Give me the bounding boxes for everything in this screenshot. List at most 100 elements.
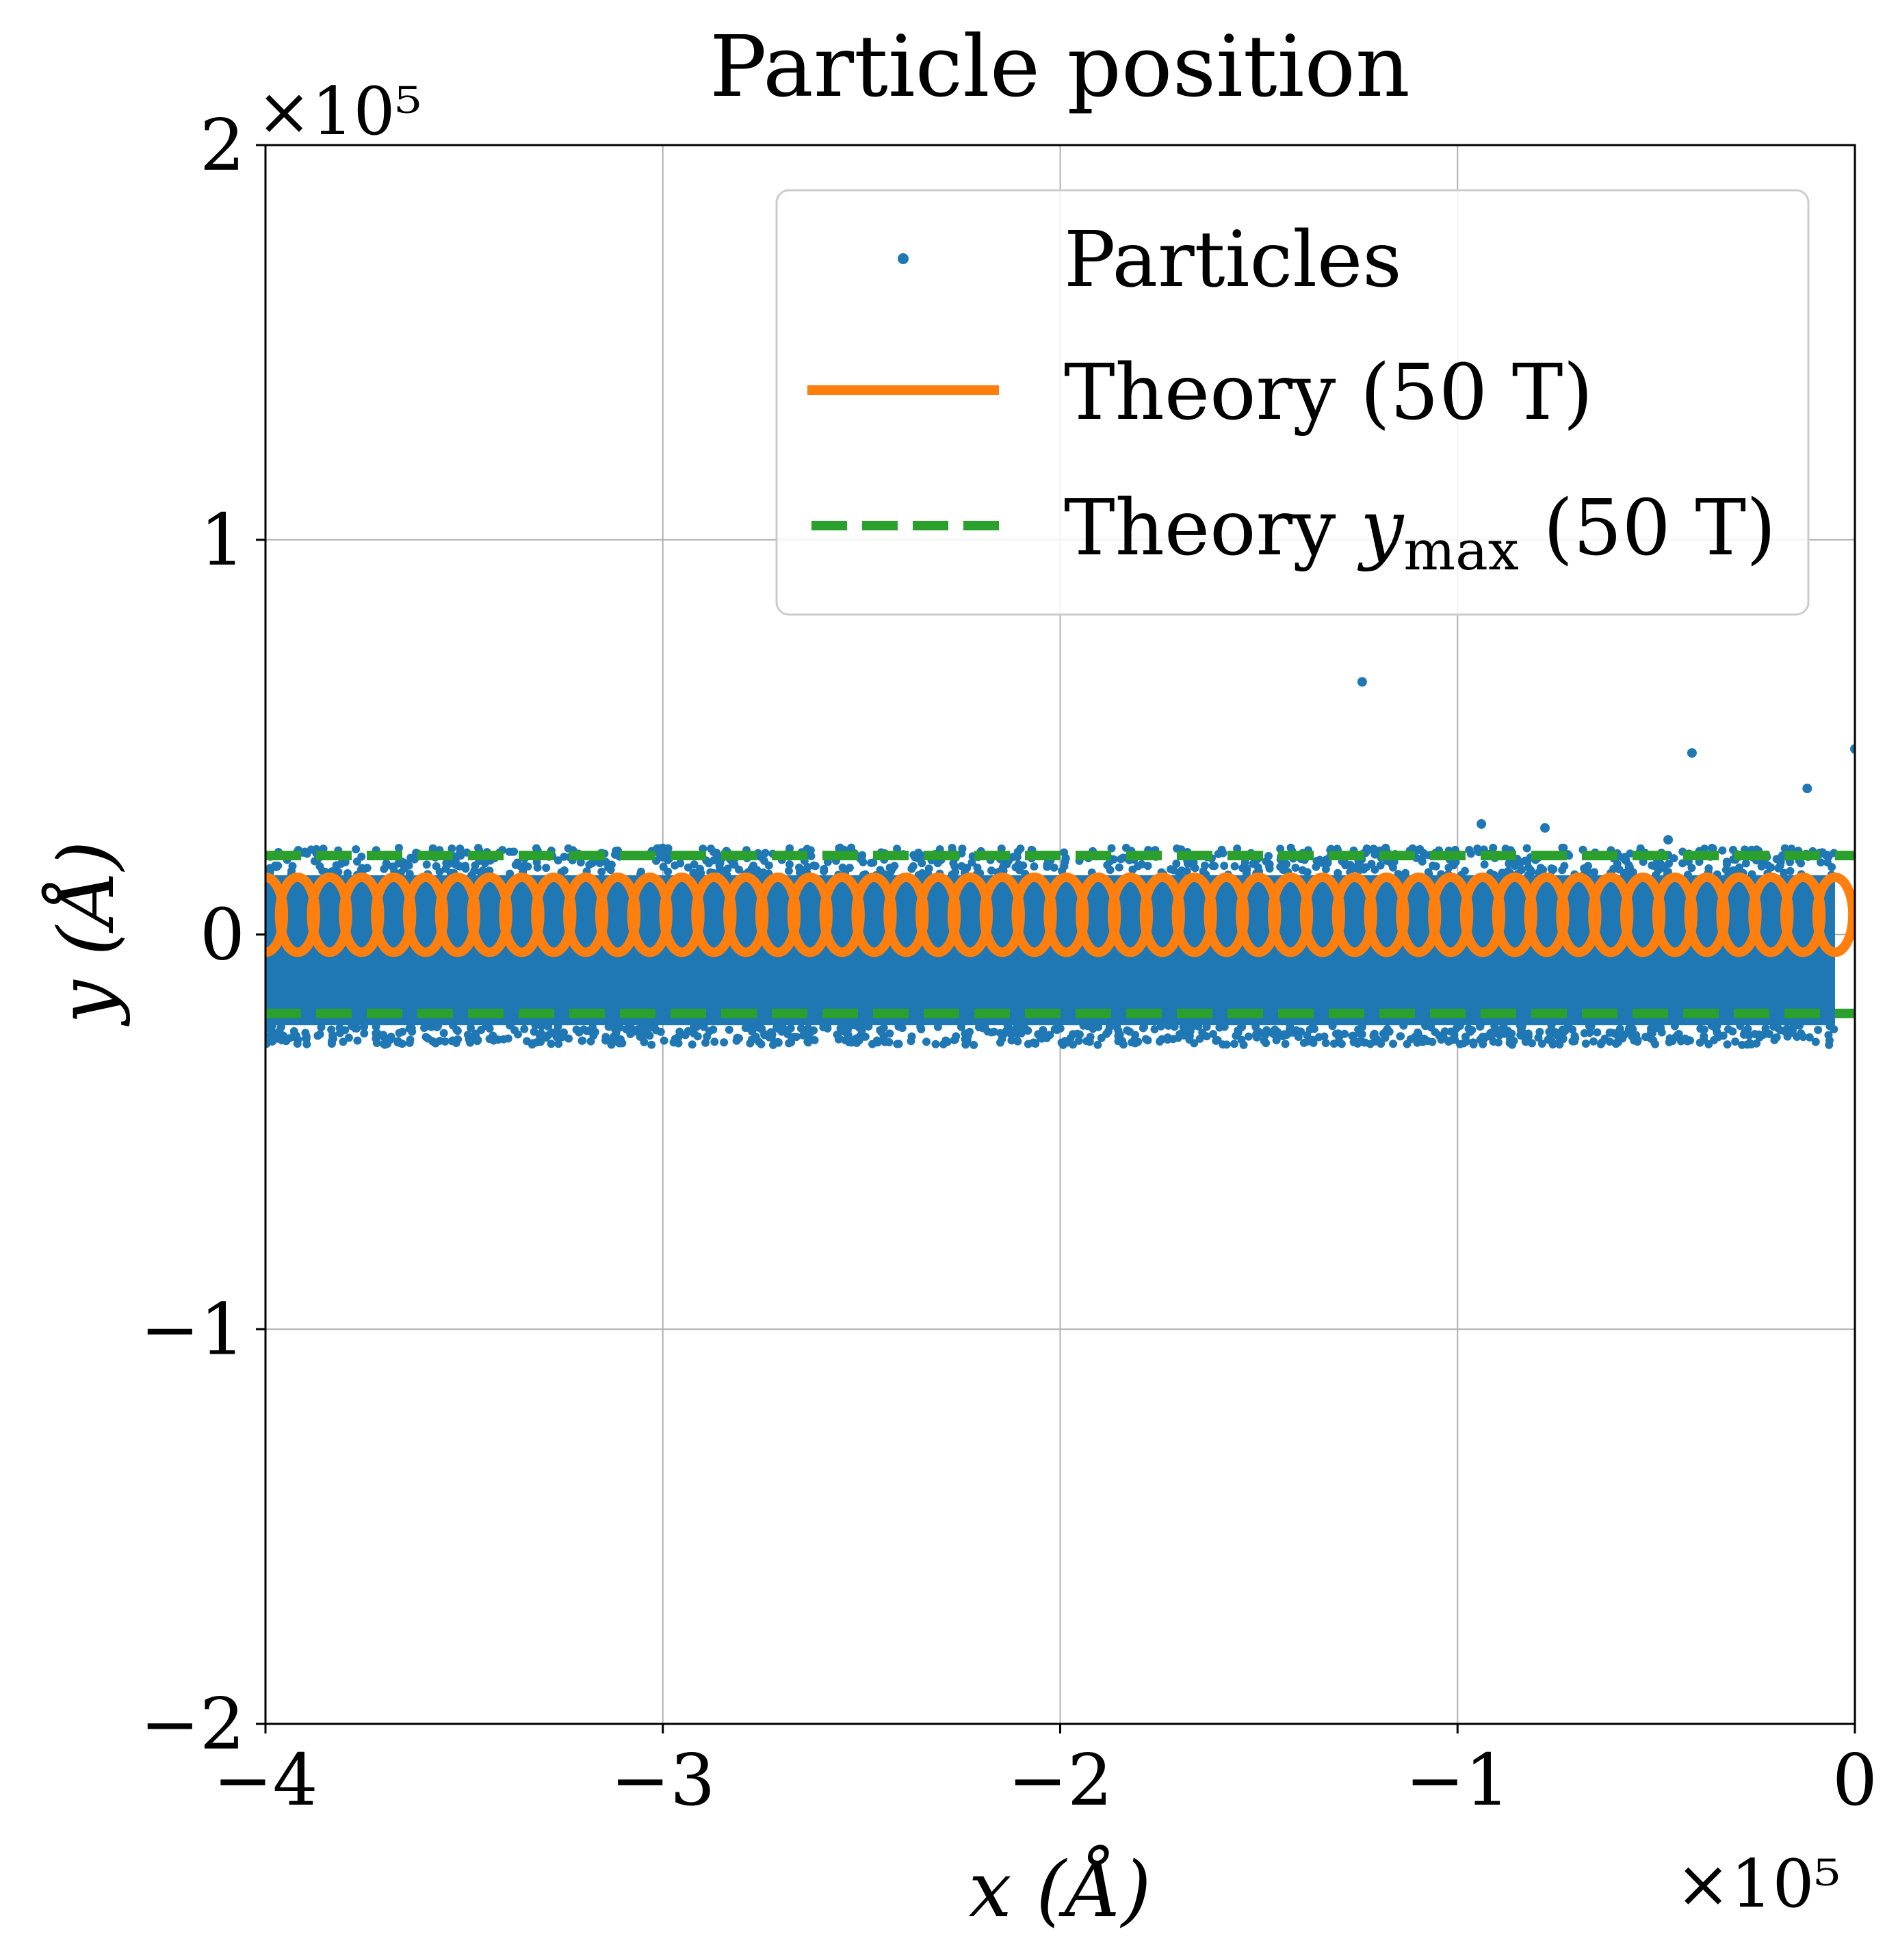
- particle-point: [996, 1029, 1005, 1037]
- particle-point: [1194, 1022, 1203, 1031]
- particle-point: [1539, 865, 1548, 874]
- particle-point: [467, 871, 476, 879]
- particle-point: [987, 866, 996, 875]
- particle-point: [597, 867, 606, 876]
- particle-point: [1093, 1040, 1102, 1049]
- particle-point: [1341, 861, 1350, 870]
- particle-point: [1291, 863, 1300, 872]
- particle-point: [1559, 843, 1568, 852]
- particle-point: [1598, 1038, 1607, 1047]
- particle-point: [1013, 1037, 1022, 1046]
- particle-point: [1182, 866, 1191, 875]
- particle-point: [804, 1024, 813, 1033]
- particle-point: [1451, 1035, 1459, 1044]
- particle-point: [1424, 868, 1433, 877]
- particle-point: [537, 1022, 546, 1031]
- particle-point: [633, 1025, 642, 1034]
- particle-point: [851, 1038, 860, 1047]
- particle-point: [1469, 1040, 1478, 1048]
- particle-point: [1007, 1036, 1016, 1045]
- particle-point: [690, 1022, 699, 1031]
- particle-point: [1200, 861, 1209, 870]
- particle-point: [907, 1037, 915, 1046]
- particle-point: [690, 860, 699, 869]
- particle-point: [747, 1035, 756, 1044]
- particle-point: [1728, 1027, 1737, 1036]
- particle-point: [1743, 1024, 1752, 1033]
- particle-point: [644, 1024, 653, 1033]
- particle-point: [1624, 863, 1633, 872]
- particle-point: [1337, 1040, 1346, 1048]
- particle-point: [394, 844, 403, 853]
- particle-point: [1665, 1034, 1674, 1043]
- legend: Particles Theory (50 T) Theory ymax (50 …: [775, 189, 1810, 616]
- particle-point: [766, 1028, 775, 1037]
- particle-point: [689, 868, 698, 877]
- particle-point: [1769, 1022, 1778, 1031]
- x-tick-label: −3: [610, 1738, 715, 1822]
- particle-point: [1752, 1039, 1761, 1048]
- particle-point: [1260, 1036, 1269, 1045]
- particle-point: [389, 862, 398, 871]
- particle-point: [278, 1036, 287, 1045]
- y-tick-label: −1: [140, 1287, 245, 1371]
- particle-point: [1558, 866, 1567, 875]
- y-tick-label: 1: [200, 498, 245, 582]
- particle-point: [1626, 849, 1635, 858]
- particle-point: [1534, 1033, 1543, 1042]
- particle-point: [1408, 844, 1417, 853]
- particle-point: [577, 1036, 586, 1045]
- particle-point: [1369, 844, 1378, 853]
- particle-point: [1581, 1040, 1590, 1048]
- particle-point: [963, 1031, 972, 1040]
- particle-point: [1191, 864, 1199, 873]
- particle-point: [1170, 1022, 1179, 1031]
- particle-point: [1237, 1035, 1246, 1044]
- particle-outlier: [1540, 823, 1550, 833]
- particle-point: [1230, 862, 1239, 871]
- particle-point: [1681, 1034, 1690, 1043]
- particle-point: [1114, 1037, 1123, 1046]
- particle-point: [664, 867, 673, 876]
- particle-point: [1382, 1026, 1391, 1035]
- particle-point: [868, 1040, 876, 1048]
- particle-point: [352, 857, 361, 866]
- particle-point: [1406, 1035, 1415, 1044]
- particle-point: [1369, 1031, 1378, 1040]
- particle-point: [1818, 848, 1827, 857]
- particle-point: [1468, 1026, 1477, 1035]
- particle-point: [749, 861, 758, 870]
- particle-point: [540, 1033, 549, 1042]
- particle-point: [554, 856, 562, 865]
- particle-point: [1747, 870, 1756, 879]
- particle-point: [1700, 1031, 1708, 1040]
- particle-point: [1696, 1024, 1705, 1033]
- legend-label-theory: Theory (50 T): [1064, 348, 1593, 437]
- particle-point: [755, 1037, 764, 1046]
- particle-point: [864, 1022, 873, 1031]
- particle-point: [1126, 1027, 1134, 1036]
- particle-point: [1505, 1035, 1514, 1044]
- particle-point: [1169, 866, 1178, 875]
- particle-point: [1061, 853, 1070, 862]
- particle-point: [669, 1038, 678, 1047]
- particle-point: [1323, 858, 1332, 867]
- particle-point: [456, 844, 465, 853]
- particle-point: [1074, 1036, 1083, 1045]
- particle-point: [755, 852, 764, 861]
- particle-point: [1198, 1028, 1207, 1037]
- particle-point: [803, 862, 812, 871]
- particle-point: [1774, 864, 1783, 873]
- particle-point: [907, 864, 916, 873]
- particle-point: [1220, 862, 1229, 871]
- particle-point: [1521, 1037, 1530, 1046]
- particle-point: [1728, 866, 1737, 875]
- particle-point: [1516, 1031, 1525, 1040]
- particle-point: [893, 1040, 902, 1048]
- particle-point: [868, 858, 876, 867]
- particle-point: [544, 1022, 553, 1031]
- particle-point: [1202, 1022, 1211, 1031]
- particle-point: [547, 1040, 556, 1048]
- particle-point: [1173, 1033, 1182, 1042]
- particle-point: [530, 1027, 538, 1036]
